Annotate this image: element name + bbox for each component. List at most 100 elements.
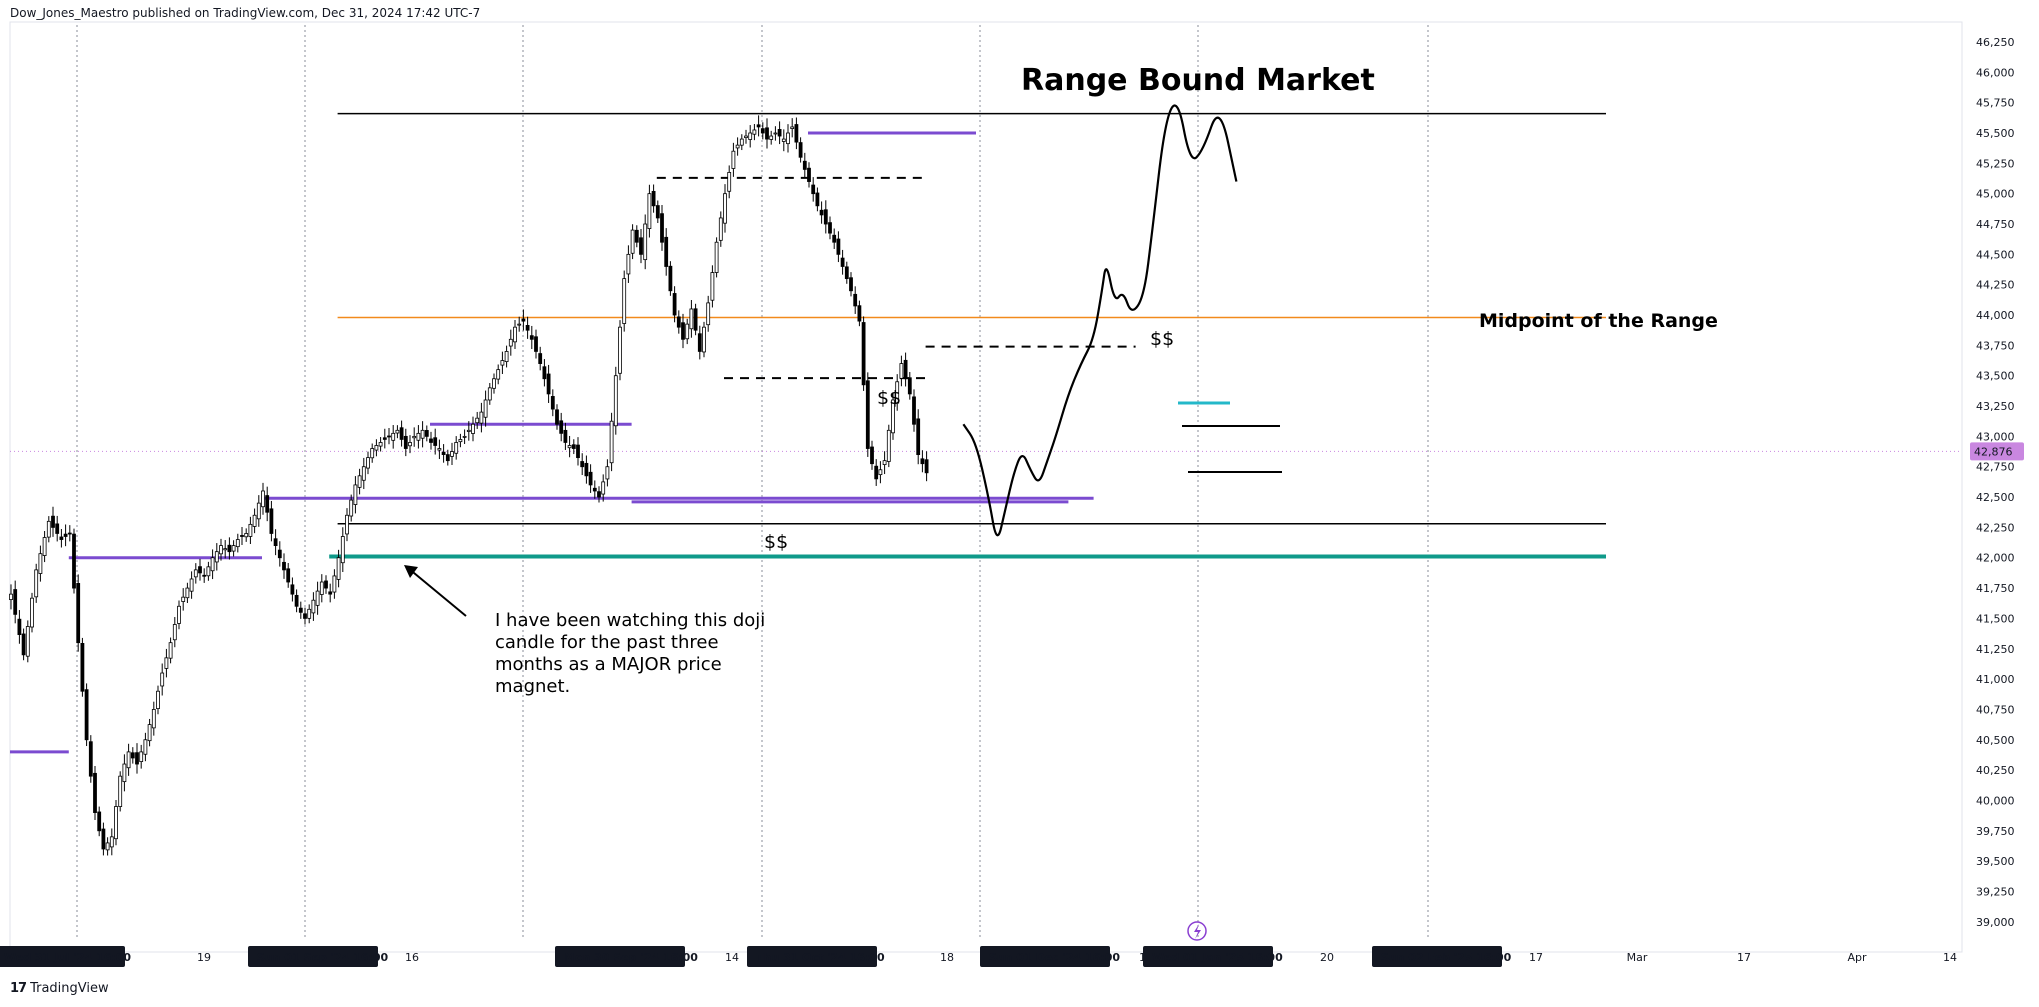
candle-body bbox=[546, 373, 551, 395]
candle-body bbox=[471, 423, 475, 434]
candle-body bbox=[46, 520, 51, 538]
candle-body bbox=[420, 429, 425, 439]
candle-body bbox=[290, 584, 295, 595]
candle-body bbox=[693, 308, 698, 331]
y-tick-label: 45,000 bbox=[1976, 188, 2015, 201]
projection-path bbox=[962, 104, 1238, 537]
candle-body bbox=[416, 432, 421, 441]
candle-body bbox=[571, 444, 576, 449]
candle-body bbox=[437, 448, 442, 451]
y-tick-label: 39,500 bbox=[1976, 855, 2015, 868]
candle-body bbox=[441, 451, 446, 455]
candle-body bbox=[832, 234, 837, 243]
candle-body bbox=[303, 613, 307, 619]
candle-body bbox=[639, 237, 643, 255]
candle-body bbox=[643, 223, 648, 261]
candle-body bbox=[286, 568, 291, 583]
candle-body bbox=[647, 193, 652, 229]
candle-body bbox=[685, 323, 690, 340]
candle-body bbox=[55, 523, 60, 534]
candle-body bbox=[857, 305, 862, 322]
candle-body bbox=[874, 465, 879, 480]
candle-body bbox=[836, 238, 841, 255]
candle-body bbox=[248, 523, 253, 537]
x-axis-date-label: Wed 01 Jan '25 16:00 bbox=[1152, 951, 1283, 964]
candle-body bbox=[177, 605, 181, 624]
candle-body bbox=[408, 442, 412, 447]
y-tick-label: 43,500 bbox=[1976, 370, 2015, 383]
x-axis-tick-label: 18 bbox=[940, 951, 954, 964]
candle-body bbox=[122, 763, 127, 783]
candle-body bbox=[844, 266, 849, 280]
candle-body bbox=[76, 583, 81, 644]
candle-body bbox=[181, 596, 186, 602]
candle-body bbox=[563, 429, 568, 443]
candle-body bbox=[202, 574, 207, 577]
candle-body bbox=[487, 387, 492, 401]
candle-body bbox=[769, 135, 774, 140]
x-axis-date-box bbox=[248, 946, 378, 967]
candle-body bbox=[282, 561, 286, 571]
candle-body bbox=[483, 399, 488, 418]
tradingview-footer[interactable]: 17 TradingView bbox=[10, 981, 109, 996]
candle-body bbox=[702, 326, 706, 353]
candle-body bbox=[345, 514, 349, 535]
y-tick-label: 42,250 bbox=[1976, 521, 2015, 534]
candle-body bbox=[387, 435, 391, 438]
x-axis-tick-label: 14 bbox=[725, 951, 739, 964]
candle-body bbox=[357, 475, 362, 488]
candle-body bbox=[185, 587, 190, 599]
candle-body bbox=[189, 578, 194, 592]
candle-body bbox=[72, 533, 76, 589]
candle-body bbox=[916, 418, 921, 455]
candle-body bbox=[17, 618, 22, 635]
y-tick-label: 43,750 bbox=[1976, 339, 2015, 352]
candle-body bbox=[67, 532, 72, 535]
lightning-glyph-icon bbox=[1194, 924, 1201, 939]
candle-body bbox=[9, 593, 13, 601]
candle-body bbox=[391, 432, 396, 441]
candle-body bbox=[592, 487, 597, 492]
candle-body bbox=[534, 336, 538, 352]
candle-body bbox=[244, 533, 249, 538]
candle-body bbox=[861, 322, 866, 386]
y-tick-label: 45,250 bbox=[1976, 157, 2015, 170]
candle-body bbox=[424, 430, 429, 437]
candle-body bbox=[198, 566, 202, 574]
candle-body bbox=[227, 544, 232, 553]
candle-body bbox=[828, 222, 832, 234]
candle-body bbox=[210, 557, 215, 572]
x-axis-date-box bbox=[1143, 946, 1273, 967]
event-lightning-icon[interactable] bbox=[1187, 921, 1207, 941]
candle-body bbox=[765, 127, 769, 140]
y-tick-label: 43,000 bbox=[1976, 430, 2015, 443]
candle-body bbox=[219, 545, 223, 555]
candle-body bbox=[59, 536, 64, 540]
y-tick-label: 39,750 bbox=[1976, 825, 2015, 838]
candle-body bbox=[336, 557, 341, 580]
candle-body bbox=[353, 484, 358, 505]
tradingview-brand: TradingView bbox=[30, 981, 109, 996]
x-axis-date-box bbox=[0, 946, 125, 967]
x-axis-tick-label: 17 bbox=[1737, 951, 1751, 964]
doji-arrow-line bbox=[407, 567, 467, 617]
candle-body bbox=[891, 399, 895, 434]
candle-body bbox=[193, 569, 198, 578]
doji-note-line: months as a MAJOR price bbox=[495, 654, 722, 675]
x-axis-tick-label: 19 bbox=[197, 951, 211, 964]
candle-body bbox=[584, 462, 589, 477]
candle-body bbox=[454, 442, 459, 454]
liquidity-marker: $$ bbox=[877, 387, 901, 409]
candle-body bbox=[235, 539, 240, 548]
candle-body bbox=[920, 458, 925, 465]
x-axis-date-label: Sun 01 Dec '24 16:00 bbox=[989, 951, 1120, 964]
candle-body bbox=[382, 437, 387, 440]
current-price-badge bbox=[1970, 442, 2024, 461]
candle-body bbox=[496, 369, 501, 380]
candle-body bbox=[307, 608, 312, 619]
candle-body bbox=[870, 446, 874, 465]
candle-body bbox=[466, 429, 471, 432]
candle-body bbox=[823, 209, 828, 225]
candle-body bbox=[542, 366, 547, 380]
